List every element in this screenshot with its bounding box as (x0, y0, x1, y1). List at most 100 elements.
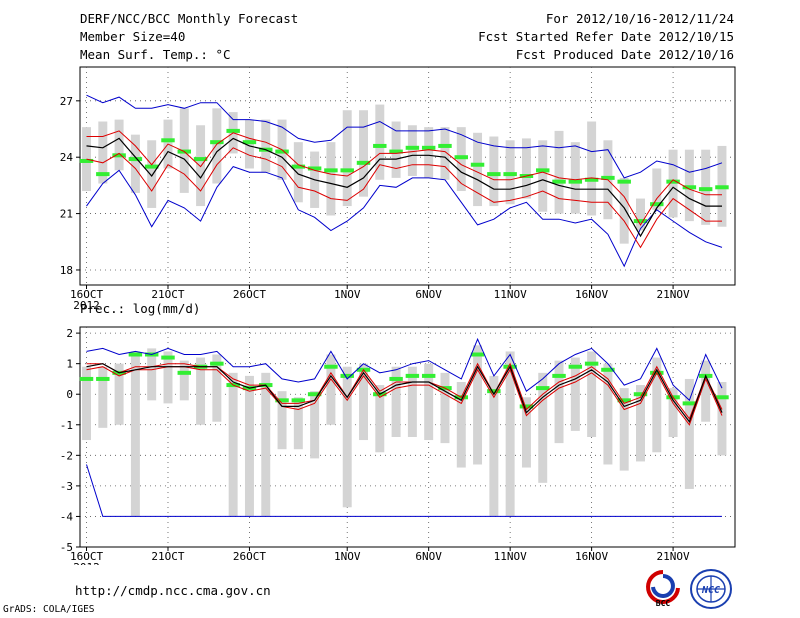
member-size-label: Member Size=40 (80, 29, 186, 44)
median-mark (324, 364, 338, 369)
ensemble-box (717, 382, 727, 456)
median-mark (584, 361, 599, 366)
median-mark (112, 153, 126, 158)
bcc-logo-text: BCC (656, 599, 671, 608)
ensemble-box (521, 397, 531, 468)
grads-credit: GrADS: COLA/IGES (3, 604, 95, 615)
ensemble-box (277, 391, 287, 450)
ensemble-box (179, 360, 189, 401)
x-tick-label: 26OCT (233, 288, 266, 301)
x-tick-label: 1NOV (334, 550, 361, 563)
source-url[interactable]: http://cmdp.ncc.cma.gov.cn (75, 583, 271, 598)
x-tick-label: 21NOV (657, 550, 690, 563)
median-mark (405, 373, 420, 378)
ensemble-box (424, 127, 434, 178)
plot-frame (79, 66, 736, 286)
ensemble-box (196, 125, 206, 207)
ensemble-box (342, 110, 352, 207)
ensemble-box (147, 140, 157, 208)
median-mark (568, 364, 583, 369)
median-mark (617, 179, 631, 184)
ensemble-box (244, 375, 254, 517)
ensemble-box (636, 198, 645, 231)
ensemble-box (554, 360, 564, 444)
year-label: 2012 (73, 561, 100, 565)
ensemble-box (489, 375, 499, 517)
median-mark (503, 172, 517, 177)
median-mark (454, 155, 468, 160)
median-mark (470, 352, 485, 357)
ensemble-box (456, 382, 466, 468)
median-mark (633, 219, 648, 224)
x-tick-label: 1NOV (334, 288, 361, 301)
ensemble-box (538, 372, 548, 483)
median-mark (405, 145, 420, 150)
x-tick-label: 16OCT (70, 550, 103, 563)
median-mark (96, 376, 110, 381)
ensemble-box (130, 134, 140, 193)
ensemble-box (619, 388, 629, 471)
median-mark (421, 145, 436, 150)
bcc-logo-arc (646, 570, 680, 604)
median-mark (584, 177, 599, 182)
ensemble-box (147, 348, 157, 401)
ensemble-box (359, 363, 368, 441)
median-mark (161, 138, 175, 143)
ensemble-box (130, 351, 140, 517)
max-line (86, 337, 723, 402)
ensemble-box (98, 121, 108, 184)
ensemble-box (163, 351, 173, 404)
ensemble-box (652, 357, 662, 453)
ensemble-box (521, 138, 531, 199)
ensemble-box (310, 391, 320, 459)
ensemble-box (668, 388, 678, 437)
ensemble-box (684, 378, 694, 489)
y-tick-label: 18 (60, 264, 73, 277)
figure-title: DERF/NCC/BCC Monthly Forecast (80, 11, 299, 26)
median-mark (519, 404, 534, 409)
ensemble-box (603, 363, 613, 465)
ensemble-box (212, 108, 222, 184)
ensemble-box (407, 125, 417, 176)
median-mark (324, 168, 338, 173)
median-mark (79, 376, 94, 381)
ensemble-box (587, 351, 597, 437)
y-tick-label: 27 (60, 95, 73, 108)
bcc-logo: BCC (646, 570, 680, 608)
median-mark (96, 172, 110, 177)
median-mark (682, 401, 697, 406)
median-mark (128, 157, 143, 162)
min-line (86, 166, 723, 268)
median-mark (340, 168, 354, 173)
ensemble-box (391, 366, 401, 437)
y-tick-label: 2 (66, 327, 73, 340)
ensemble-mean-line (86, 137, 722, 238)
median-mark (421, 373, 436, 378)
forecast-period: For 2012/10/16-2012/11/24 (545, 11, 734, 26)
ensemble-box (98, 366, 108, 428)
median-mark (536, 386, 550, 391)
x-tick-label: 16OCT (70, 288, 103, 301)
x-tick-label: 6NOV (415, 288, 442, 301)
ensemble-box (326, 354, 336, 425)
median-mark (650, 202, 664, 207)
ensemble-box (114, 119, 124, 171)
ensemble-box (375, 104, 385, 180)
lower-spread-line (86, 366, 723, 426)
max-line (86, 94, 723, 179)
median-mark (633, 392, 648, 397)
ensemble-box (375, 385, 385, 453)
median-mark (226, 128, 240, 133)
ensemble-box (587, 121, 597, 216)
y-tick-label: 1 (66, 358, 73, 371)
median-mark (552, 373, 566, 378)
ensemble-box (82, 366, 91, 441)
ensemble-box (440, 372, 450, 444)
median-mark (715, 185, 729, 190)
ensemble-box (326, 142, 336, 216)
median-mark (682, 185, 697, 190)
median-mark (291, 164, 306, 169)
y-tick-label: -2 (60, 449, 73, 462)
median-mark (144, 164, 159, 169)
median-mark (389, 376, 403, 381)
